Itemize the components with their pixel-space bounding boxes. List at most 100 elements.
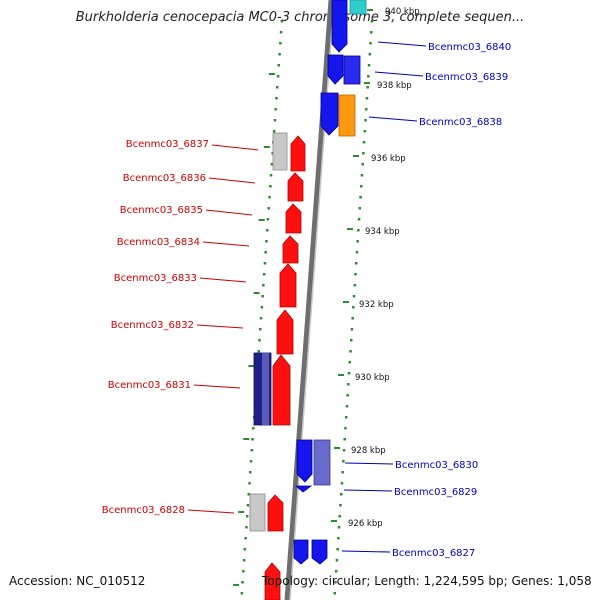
- guide-dot: [357, 229, 360, 232]
- gene-label-6832[interactable]: Bcenmc03_6832: [111, 320, 194, 331]
- guide-dot: [357, 218, 361, 221]
- guide-dot: [340, 493, 343, 496]
- gene-label-6831[interactable]: Bcenmc03_6831: [108, 380, 191, 391]
- scale-label-934: 934 kbp: [365, 227, 400, 237]
- guide-dot: [266, 218, 270, 221]
- guide-dot: [270, 163, 274, 166]
- gene-label-6837[interactable]: Bcenmc03_6837: [126, 139, 209, 150]
- scale-label-932: 932 kbp: [359, 300, 394, 310]
- guide-dot: [362, 152, 365, 155]
- guide-dot: [275, 97, 278, 100]
- gene-arrow-6829[interactable]: [294, 485, 313, 493]
- scale-tick-932: [343, 301, 349, 303]
- minor-tick: [263, 146, 270, 148]
- gene-bar-6828-gray[interactable]: [249, 493, 266, 532]
- guide-dot: [345, 416, 348, 419]
- gene-arrow-6832[interactable]: [276, 309, 294, 355]
- guide-dot: [279, 31, 283, 34]
- guide-dot: [250, 449, 254, 452]
- guide-dot: [340, 482, 344, 485]
- gene-bar-top-cyan[interactable]: [349, 0, 367, 15]
- guide-dot: [367, 64, 371, 67]
- gene-arrow-6837[interactable]: [290, 135, 306, 172]
- guide-dot: [241, 581, 244, 584]
- gene-label-6836[interactable]: Bcenmc03_6836: [123, 173, 206, 184]
- gene-arrow-6827b[interactable]: [311, 539, 328, 565]
- scale-tick-936: [353, 155, 359, 157]
- guide-dot: [370, 31, 373, 34]
- gene-label-6838[interactable]: Bcenmc03_6838: [419, 117, 502, 128]
- guide-dot: [347, 372, 351, 375]
- guide-dot: [370, 20, 374, 23]
- gene-label-6835[interactable]: Bcenmc03_6835: [120, 205, 203, 216]
- scale-tick-940: [367, 9, 373, 11]
- guide-dot: [362, 141, 366, 144]
- gene-arrow-6840[interactable]: [331, 0, 348, 53]
- guide-dot: [339, 504, 342, 507]
- gene-arrow-6833[interactable]: [279, 263, 297, 308]
- gene-bar-6837-gray[interactable]: [272, 132, 288, 171]
- right-label-leaders: [341, 41, 427, 553]
- guide-dot: [242, 570, 245, 573]
- guide-dot: [279, 42, 282, 45]
- scale-label-940: 940 kbp: [385, 7, 420, 17]
- accession-text: Accession: NC_010512: [9, 574, 146, 588]
- gene-bar-6830-lavender[interactable]: [313, 439, 331, 486]
- scale-label-938: 938 kbp: [377, 81, 412, 91]
- gene-label-6834[interactable]: Bcenmc03_6834: [117, 237, 200, 248]
- gene-arrow-6831[interactable]: [272, 354, 291, 426]
- minor-tick: [238, 511, 245, 513]
- guide-dot: [242, 559, 246, 562]
- guide-dot: [352, 306, 355, 309]
- gene-arrow-6830[interactable]: [296, 439, 313, 483]
- gene-label-6828[interactable]: Bcenmc03_6828: [102, 505, 185, 516]
- gene-label-6827[interactable]: Bcenmc03_6827: [392, 548, 475, 559]
- guide-dot: [364, 119, 367, 122]
- scale-label-936: 936 kbp: [371, 154, 406, 164]
- gene-bar-6838-orange[interactable]: [338, 94, 356, 137]
- guide-dot: [342, 449, 346, 452]
- gene-arrow-6838[interactable]: [320, 92, 339, 136]
- gene-bar-6839b[interactable]: [343, 55, 361, 85]
- left-labels: Bcenmc03_6837 Bcenmc03_6836 Bcenmc03_683…: [102, 139, 209, 516]
- scale-tick-928: [334, 447, 340, 449]
- guide-dot: [265, 240, 268, 243]
- guide-dot: [259, 328, 262, 331]
- guide-dot: [334, 570, 338, 573]
- guide-dot: [335, 559, 339, 562]
- gene-label-6830[interactable]: Bcenmc03_6830: [395, 460, 478, 471]
- guide-dot: [259, 317, 263, 320]
- gene-label-6839[interactable]: Bcenmc03_6839: [425, 72, 508, 83]
- guide-dot: [344, 427, 347, 430]
- guide-dot: [245, 526, 248, 529]
- guide-dot: [264, 251, 267, 254]
- gene-arrow-6835[interactable]: [285, 203, 302, 234]
- guide-dot: [267, 207, 270, 210]
- guide-dot: [360, 185, 363, 188]
- guide-dot: [365, 97, 369, 100]
- guide-dot: [347, 383, 350, 386]
- guide-dot: [261, 295, 264, 298]
- guide-dot: [363, 130, 367, 133]
- gene-label-6833[interactable]: Bcenmc03_6833: [114, 273, 197, 284]
- gene-arrow-6839[interactable]: [327, 54, 344, 85]
- guide-dot: [351, 317, 354, 320]
- guide-dot: [360, 174, 364, 177]
- gene-arrow-6836[interactable]: [287, 172, 304, 202]
- guide-dot: [257, 350, 260, 353]
- gene-arrow-6834[interactable]: [282, 235, 299, 264]
- guide-dot: [366, 86, 369, 89]
- guide-dot: [350, 339, 353, 342]
- guide-dot: [251, 438, 254, 441]
- guide-dot: [343, 438, 346, 441]
- guide-dot: [352, 295, 356, 298]
- topology-text: Topology: circular; Length: 1,224,595 bp…: [262, 574, 592, 588]
- gene-arrow-6827a[interactable]: [293, 539, 309, 565]
- gene-arrow-bottom[interactable]: [264, 562, 281, 600]
- guide-dot: [367, 75, 370, 78]
- gene-label-6840[interactable]: Bcenmc03_6840: [428, 42, 511, 53]
- gene-arrow-6828[interactable]: [267, 494, 284, 532]
- gene-label-6829[interactable]: Bcenmc03_6829: [394, 487, 477, 498]
- guide-dot: [354, 273, 357, 276]
